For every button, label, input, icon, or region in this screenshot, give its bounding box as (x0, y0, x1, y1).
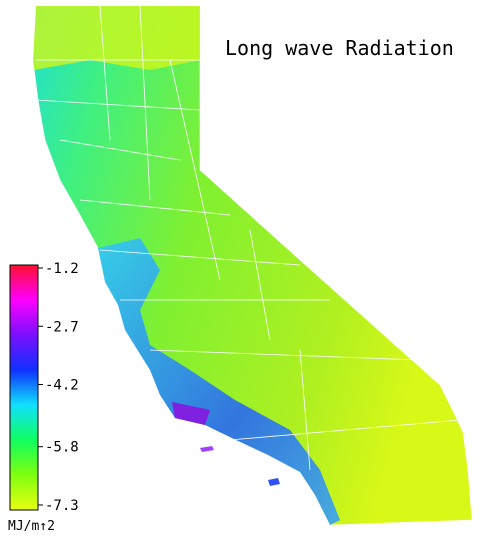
la-purple (172, 402, 210, 425)
tick-label: -7.3 (45, 498, 79, 514)
county-line (99, 5, 311, 471)
map-title: Long wave Radiation (225, 36, 454, 60)
colorbar-ticks: -1.2 -2.7 -4.2 -5.8 -7.3 (38, 261, 79, 514)
north-yellow (33, 6, 200, 70)
island (268, 478, 280, 486)
california-map (32, 5, 473, 526)
tick-label: -2.7 (45, 319, 79, 335)
tick-label: -1.2 (45, 261, 79, 277)
tick-label: -5.8 (45, 440, 79, 456)
county-lines (35, 5, 461, 471)
island (200, 446, 214, 452)
tick-label: -4.2 (45, 378, 79, 394)
county-line (35, 59, 461, 441)
colorbar-unit: MJ/m↑2 (8, 519, 55, 534)
coast-blue (98, 238, 340, 525)
colorbar (9, 264, 39, 511)
